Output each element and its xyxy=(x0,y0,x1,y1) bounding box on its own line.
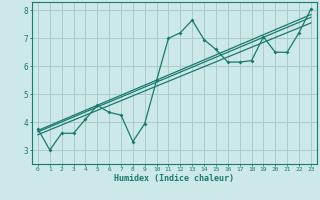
Point xyxy=(95,104,100,107)
Point xyxy=(261,35,266,39)
Point xyxy=(225,60,230,64)
Point xyxy=(296,31,301,34)
Point xyxy=(83,118,88,121)
Point xyxy=(154,79,159,82)
Point xyxy=(71,132,76,135)
Point xyxy=(142,122,147,125)
Point xyxy=(166,37,171,40)
Point xyxy=(284,51,290,54)
Point xyxy=(249,59,254,62)
Point xyxy=(47,148,52,152)
Point xyxy=(107,111,112,114)
X-axis label: Humidex (Indice chaleur): Humidex (Indice chaleur) xyxy=(115,174,234,183)
Point xyxy=(36,127,41,131)
Point xyxy=(273,51,278,54)
Point xyxy=(237,60,242,64)
Point xyxy=(308,7,313,11)
Point xyxy=(59,132,64,135)
Point xyxy=(190,19,195,22)
Point xyxy=(118,114,124,117)
Point xyxy=(178,31,183,34)
Point xyxy=(202,38,207,41)
Point xyxy=(213,48,219,51)
Point xyxy=(130,140,135,143)
